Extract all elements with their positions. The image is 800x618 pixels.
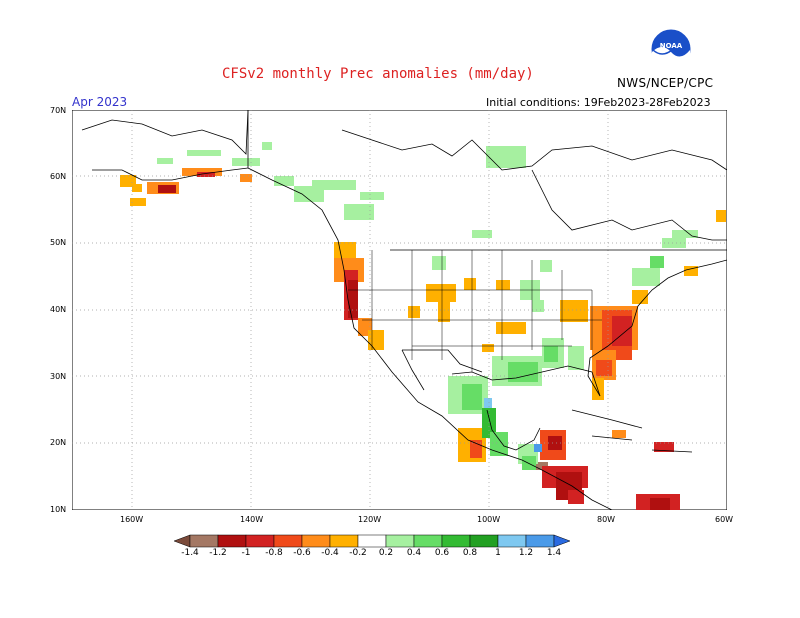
lon-label-60w: 60W (715, 515, 734, 524)
map-panel (72, 110, 727, 510)
initial-conditions: Initial conditions: 19Feb2023-28Feb2023 (486, 96, 711, 109)
colorbar-cell (385, 534, 415, 548)
colorbar-tick-label: 0.6 (434, 548, 450, 558)
lat-label-60n: 60N (50, 172, 67, 181)
lon-label-160w: 160W (120, 515, 144, 524)
colorbar-tick-label: -0.4 (321, 548, 339, 558)
colorbar-cell (497, 534, 527, 548)
colorbar-tick-label: -0.8 (265, 548, 283, 558)
colorbar-tick-label: 1.2 (518, 548, 534, 558)
colorbar-cell (217, 534, 247, 548)
colorbar-tick-label: 0.8 (462, 548, 478, 558)
colorbar-tick-label: -1.2 (209, 548, 227, 558)
map-title: CFSv2 monthly Prec anomalies (mm/day) (222, 66, 534, 82)
colorbar-cell (245, 534, 275, 548)
colorbar-cell (469, 534, 499, 548)
colorbar-cell (525, 534, 555, 548)
colorbar-cell (357, 534, 387, 548)
logo-text: NOAA (660, 42, 683, 50)
noaa-logo-icon: NOAA (650, 28, 692, 70)
lat-label-30n: 30N (50, 372, 67, 381)
colorbar-cell (301, 534, 331, 548)
colorbar-cell (441, 534, 471, 548)
colorbar-tick-label: -0.2 (349, 548, 367, 558)
colorbar-cell (329, 534, 359, 548)
wet-anomaly-patches (157, 142, 698, 470)
forecast-period: Apr 2023 (72, 95, 128, 109)
lat-label-50n: 50N (50, 238, 67, 247)
colorbar-low-arrow (174, 534, 191, 548)
colorbar-tick-label: 0.4 (406, 548, 422, 558)
agency-label: NWS/NCEP/CPC (617, 76, 714, 90)
colorbar-tick-label: 1.4 (546, 548, 562, 558)
lon-label-140w: 140W (240, 515, 264, 524)
lon-label-120w: 120W (358, 515, 382, 524)
colorbar-tick-label: -1 (241, 548, 251, 558)
lat-label-40n: 40N (50, 305, 67, 314)
graticule (72, 110, 727, 510)
colorbar-cell (413, 534, 443, 548)
coastlines (81, 110, 727, 510)
lon-label-100w: 100W (477, 515, 501, 524)
colorbar-tick-label: 0.2 (378, 548, 394, 558)
state-borders (348, 250, 602, 372)
lon-label-80w: 80W (597, 515, 616, 524)
dry-anomaly-patches (120, 168, 726, 510)
colorbar (174, 534, 571, 548)
lat-label-70n: 70N (50, 106, 67, 115)
lat-label-10n: 10N (50, 505, 67, 514)
lat-label-20n: 20N (50, 438, 67, 447)
colorbar-tick-label: 1 (495, 548, 501, 558)
colorbar-tick-label: -0.6 (293, 548, 311, 558)
colorbar-high-arrow (553, 534, 571, 548)
colorbar-cell (273, 534, 303, 548)
colorbar-cell (189, 534, 219, 548)
colorbar-tick-label: -1.4 (181, 548, 199, 558)
